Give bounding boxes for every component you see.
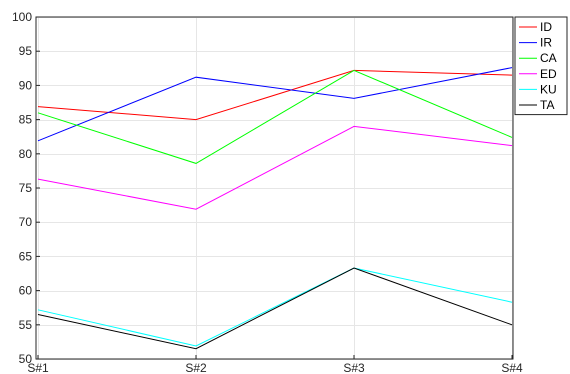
x-tick-label: S#2 (185, 361, 207, 374)
y-tick-label: 100 (12, 10, 32, 24)
y-axis: 50 55 60 65 70 75 80 85 90 95 100 (12, 10, 40, 366)
y-tick-label: 75 (19, 181, 33, 195)
legend-label-ca: CA (540, 51, 557, 65)
series-line-ku (37, 267, 513, 347)
y-tick-label: 95 (19, 44, 33, 58)
y-tick-label: 50 (19, 352, 33, 366)
series-line-ed (37, 125, 513, 210)
y-tick-label: 55 (19, 318, 33, 332)
y-tick-label: 90 (19, 78, 33, 92)
legend-box (514, 16, 568, 116)
legend-label-ku: KU (540, 82, 557, 96)
legend-label-ir: IR (540, 36, 552, 50)
series-line-ir (37, 67, 513, 142)
y-tick-label: 70 (19, 215, 33, 229)
y-tick-label: 60 (19, 284, 33, 298)
x-tick-label: S#1 (27, 361, 49, 374)
x-tick-label: S#3 (343, 361, 365, 374)
legend-label-id: ID (540, 20, 552, 34)
series-line-id (37, 69, 513, 121)
y-tick-label: 85 (19, 113, 33, 127)
series-line-ta (37, 267, 513, 350)
legend-label-ta: TA (540, 98, 554, 112)
x-axis: S#1 S#2 S#3 S#4 (27, 355, 523, 374)
y-tick-label: 65 (19, 249, 33, 263)
legend-label-ed: ED (540, 67, 557, 81)
series-lines (37, 67, 513, 350)
x-tick-label: S#4 (501, 361, 523, 374)
y-tick-label: 80 (19, 147, 33, 161)
series-line-ca (37, 69, 513, 164)
